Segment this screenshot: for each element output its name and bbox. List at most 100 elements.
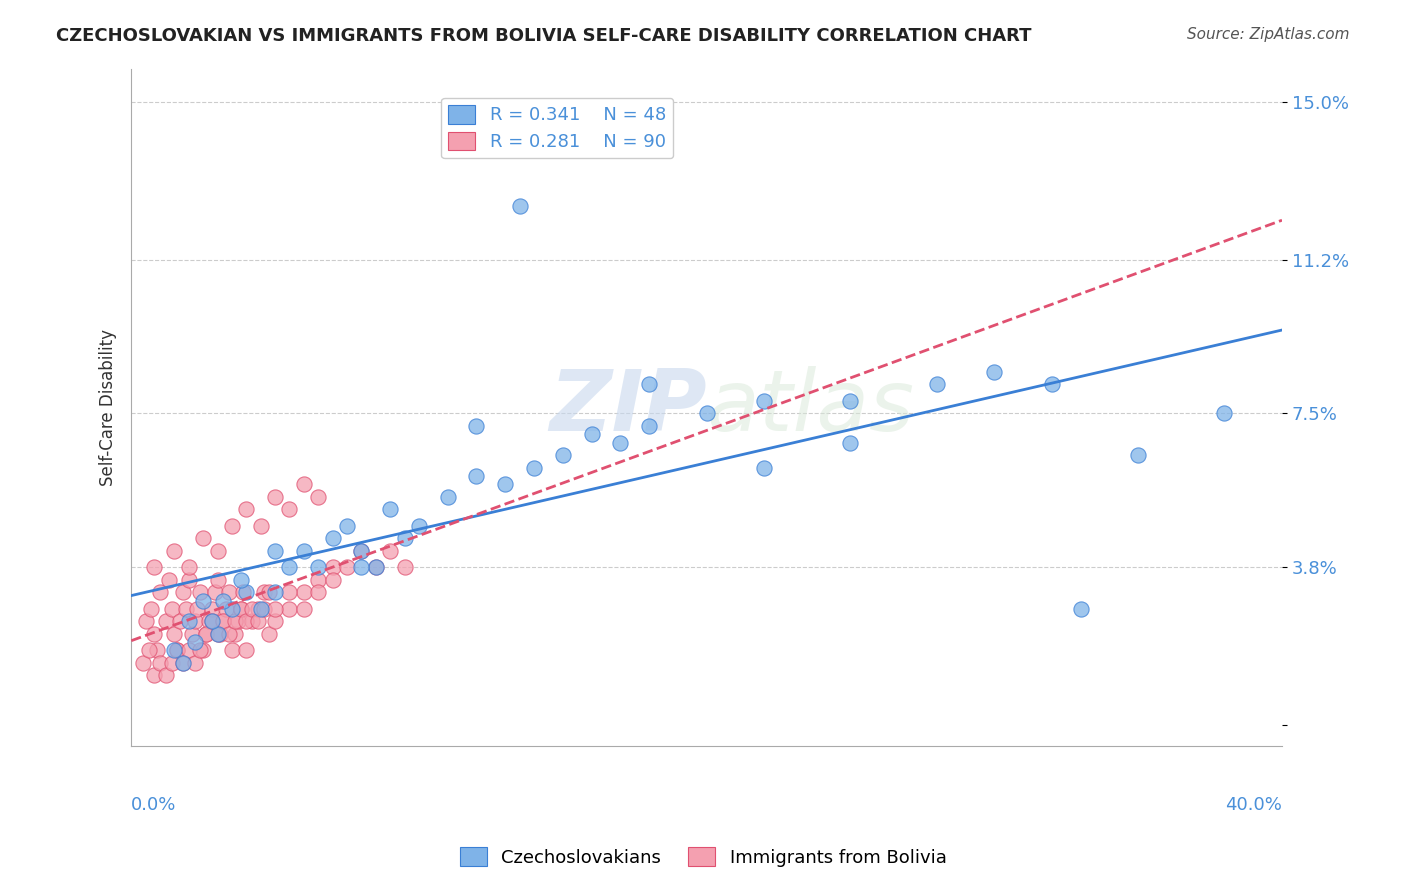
- Point: [215, 602, 238, 616]
- Point: [249, 602, 271, 616]
- Point: [638, 377, 661, 392]
- Point: [163, 643, 186, 657]
- Point: [322, 573, 344, 587]
- Point: [551, 448, 574, 462]
- Point: [336, 560, 359, 574]
- Point: [224, 615, 246, 629]
- Point: [1213, 407, 1236, 421]
- Point: [186, 602, 208, 616]
- Point: [232, 585, 254, 599]
- Text: 40.0%: 40.0%: [1225, 796, 1282, 814]
- Point: [229, 573, 252, 587]
- Point: [177, 560, 200, 574]
- Point: [278, 602, 301, 616]
- Point: [350, 543, 373, 558]
- Point: [307, 490, 329, 504]
- Point: [983, 365, 1005, 379]
- Point: [509, 199, 531, 213]
- Point: [839, 394, 862, 409]
- Point: [307, 585, 329, 599]
- Point: [174, 602, 197, 616]
- Point: [264, 585, 287, 599]
- Point: [160, 656, 183, 670]
- Text: Source: ZipAtlas.com: Source: ZipAtlas.com: [1187, 27, 1350, 42]
- Point: [292, 602, 315, 616]
- Point: [394, 531, 416, 545]
- Legend: Czechoslovakians, Immigrants from Bolivia: Czechoslovakians, Immigrants from Bolivi…: [453, 840, 953, 874]
- Point: [188, 643, 211, 657]
- Point: [235, 502, 257, 516]
- Point: [212, 615, 235, 629]
- Point: [229, 602, 252, 616]
- Text: 0.0%: 0.0%: [131, 796, 177, 814]
- Point: [226, 615, 249, 629]
- Point: [336, 518, 359, 533]
- Point: [212, 593, 235, 607]
- Point: [180, 627, 202, 641]
- Point: [160, 602, 183, 616]
- Point: [259, 627, 281, 641]
- Point: [752, 460, 775, 475]
- Point: [163, 627, 186, 641]
- Point: [292, 477, 315, 491]
- Point: [364, 560, 387, 574]
- Point: [201, 615, 224, 629]
- Point: [193, 593, 215, 607]
- Point: [193, 531, 215, 545]
- Point: [696, 407, 718, 421]
- Point: [204, 585, 226, 599]
- Point: [149, 585, 172, 599]
- Text: ZIP: ZIP: [548, 366, 707, 449]
- Point: [195, 627, 218, 641]
- Point: [240, 602, 263, 616]
- Point: [246, 602, 269, 616]
- Point: [155, 615, 177, 629]
- Point: [240, 615, 263, 629]
- Point: [278, 560, 301, 574]
- Point: [1040, 377, 1063, 392]
- Point: [177, 615, 200, 629]
- Point: [146, 643, 169, 657]
- Point: [188, 585, 211, 599]
- Point: [307, 560, 329, 574]
- Point: [436, 490, 458, 504]
- Point: [465, 468, 488, 483]
- Point: [229, 602, 252, 616]
- Point: [169, 615, 191, 629]
- Point: [581, 427, 603, 442]
- Point: [132, 656, 155, 670]
- Point: [224, 627, 246, 641]
- Point: [212, 615, 235, 629]
- Point: [177, 573, 200, 587]
- Text: CZECHOSLOVAKIAN VS IMMIGRANTS FROM BOLIVIA SELF-CARE DISABILITY CORRELATION CHAR: CZECHOSLOVAKIAN VS IMMIGRANTS FROM BOLIV…: [56, 27, 1032, 45]
- Point: [143, 560, 166, 574]
- Point: [752, 394, 775, 409]
- Point: [292, 543, 315, 558]
- Point: [264, 490, 287, 504]
- Point: [408, 518, 430, 533]
- Point: [246, 615, 269, 629]
- Point: [177, 643, 200, 657]
- Point: [221, 518, 243, 533]
- Point: [264, 602, 287, 616]
- Point: [221, 602, 243, 616]
- Point: [166, 643, 188, 657]
- Point: [494, 477, 516, 491]
- Point: [350, 543, 373, 558]
- Point: [252, 602, 274, 616]
- Point: [278, 585, 301, 599]
- Legend: R = 0.341    N = 48, R = 0.281    N = 90: R = 0.341 N = 48, R = 0.281 N = 90: [441, 98, 673, 158]
- Point: [264, 543, 287, 558]
- Point: [264, 615, 287, 629]
- Point: [209, 627, 232, 641]
- Point: [207, 573, 229, 587]
- Point: [523, 460, 546, 475]
- Point: [638, 419, 661, 434]
- Point: [307, 573, 329, 587]
- Point: [195, 627, 218, 641]
- Point: [172, 656, 194, 670]
- Point: [378, 543, 401, 558]
- Point: [163, 543, 186, 558]
- Point: [218, 627, 240, 641]
- Point: [193, 643, 215, 657]
